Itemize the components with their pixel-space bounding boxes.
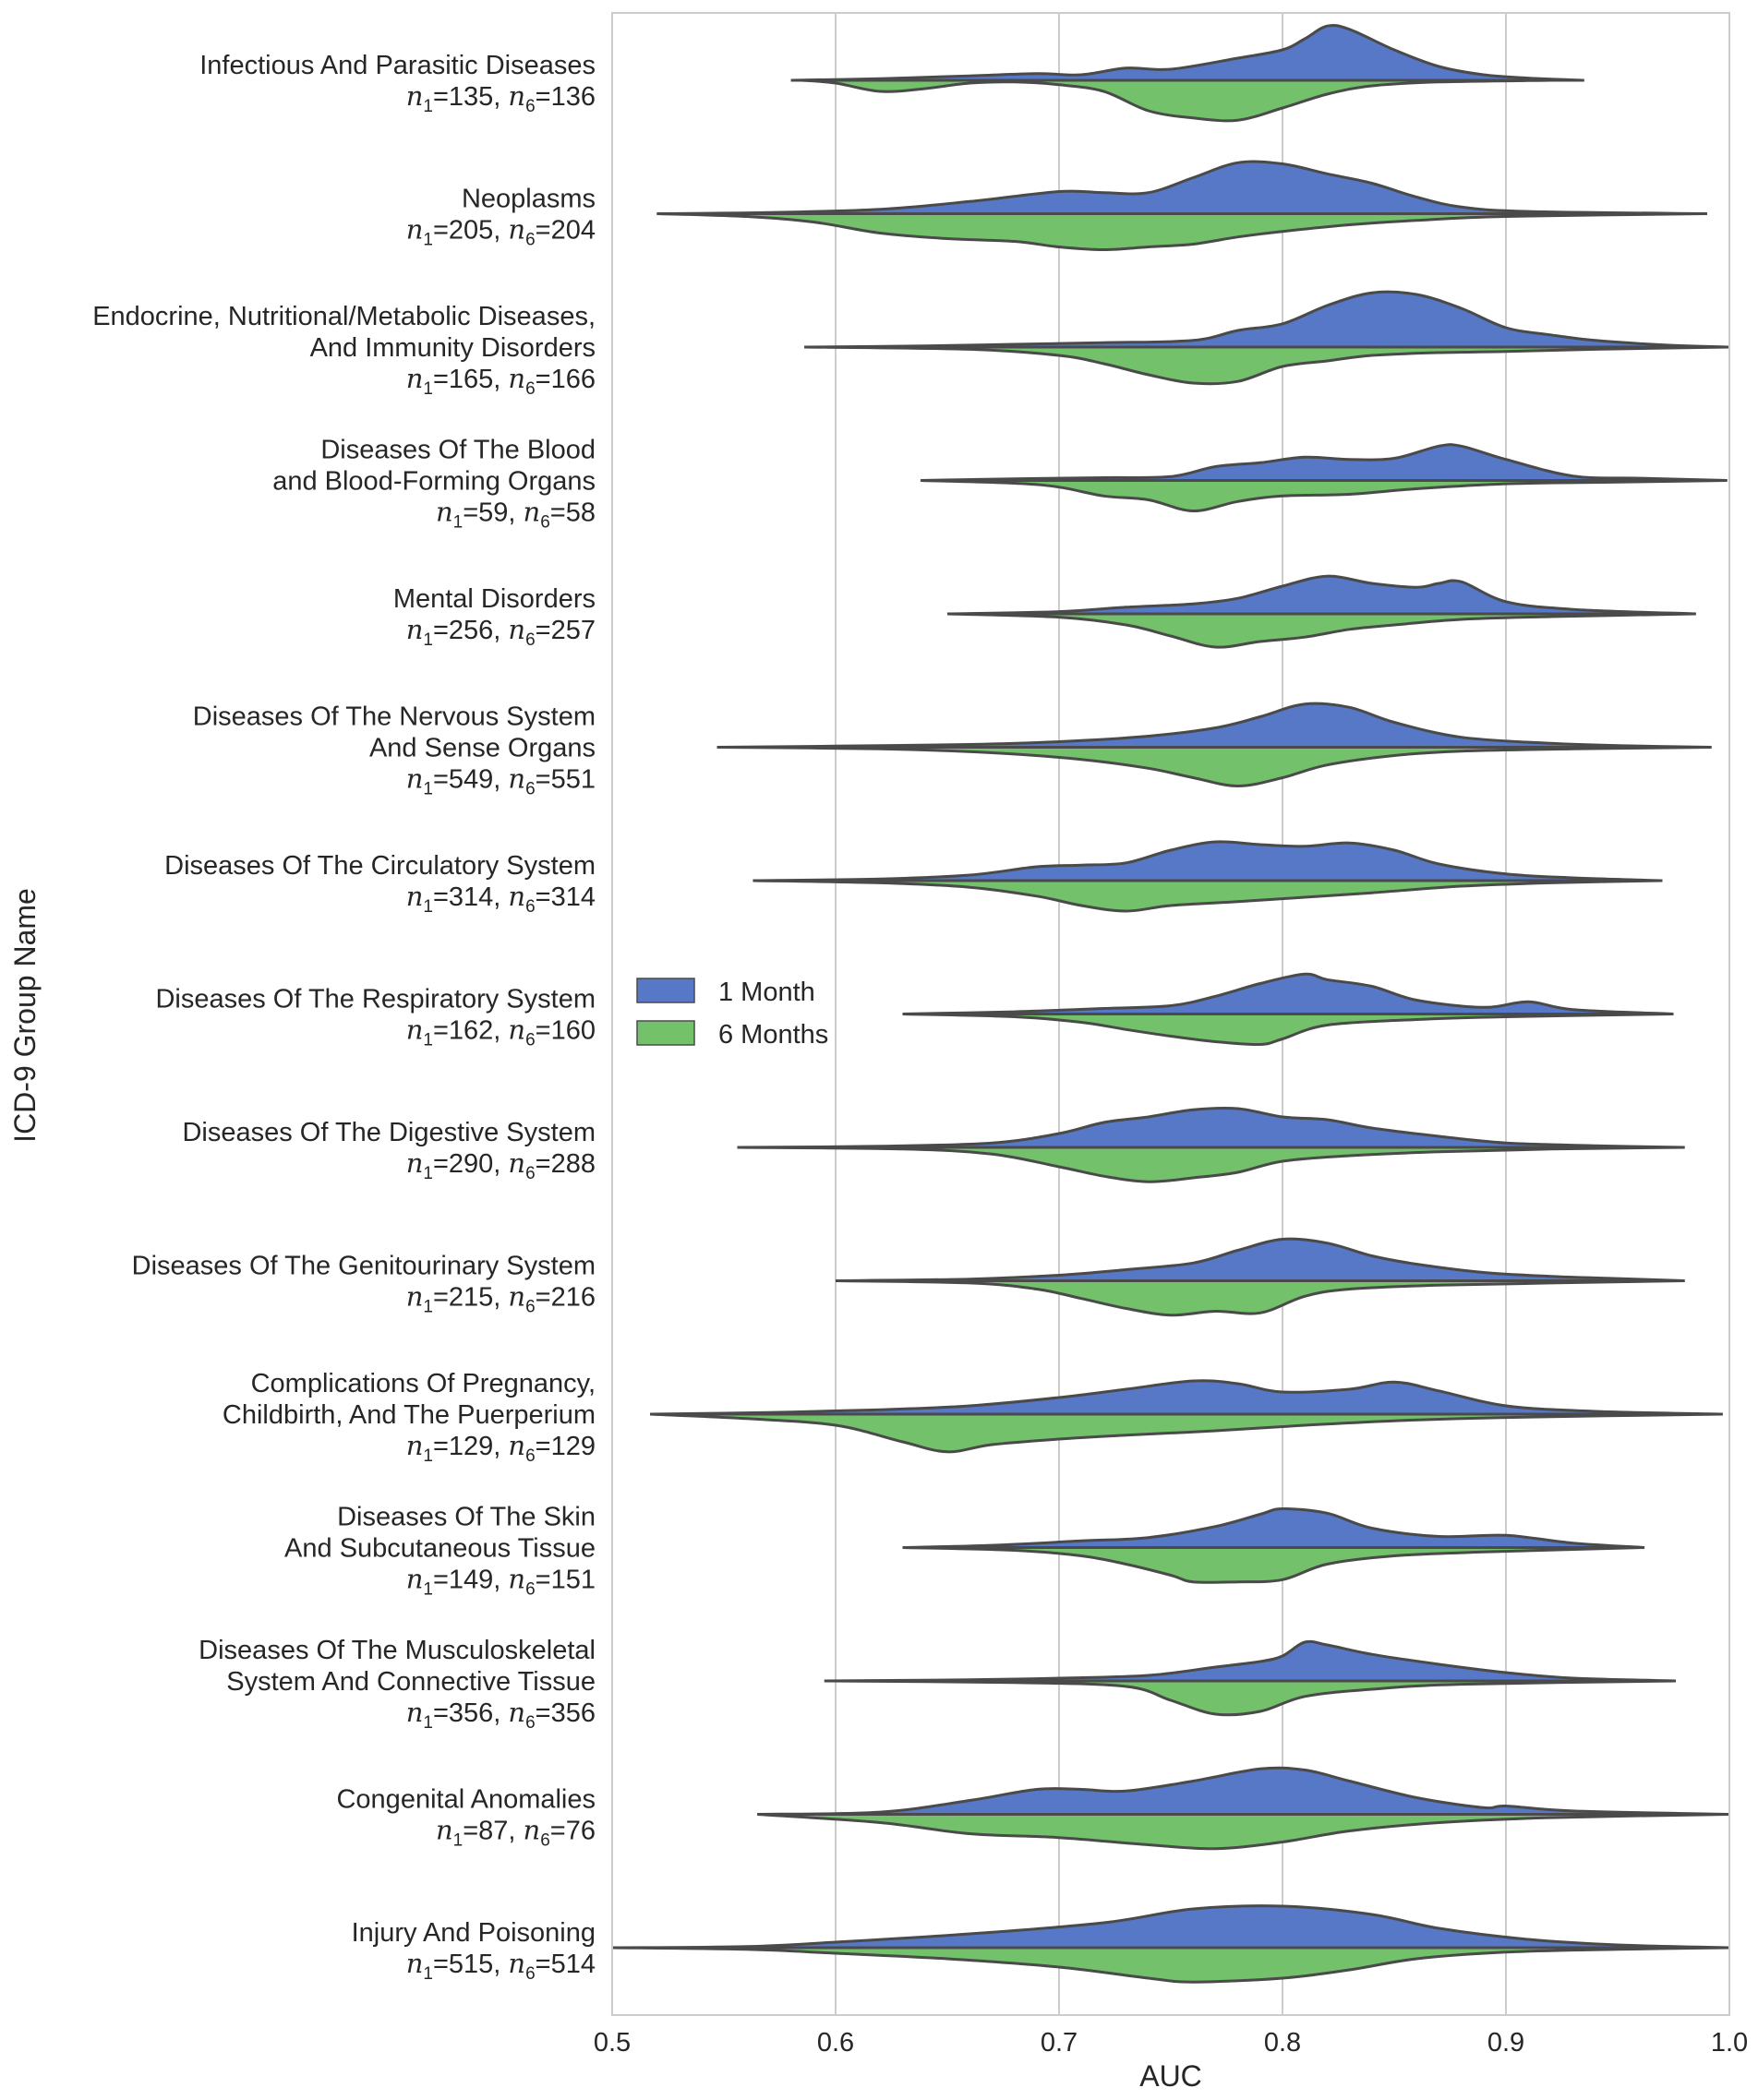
x-tick-label: 0.8 bbox=[1264, 2028, 1301, 2058]
violin-group bbox=[650, 1379, 1723, 1454]
category-name: Diseases Of The Musculoskeletal bbox=[199, 1636, 596, 1665]
violin-6-months bbox=[835, 1279, 1685, 1317]
violin-6-months bbox=[656, 212, 1707, 252]
violin-1-month bbox=[656, 160, 1707, 215]
legend-swatch-1-month bbox=[636, 978, 695, 1003]
sample-size-label: n1=165, n6=166 bbox=[406, 363, 596, 399]
sample-size-label: n1=87, n6=76 bbox=[436, 1815, 596, 1851]
legend-label-6-months: 6 Months bbox=[718, 1020, 828, 1050]
violin-1-month bbox=[753, 840, 1663, 882]
violin-6-months bbox=[824, 1679, 1676, 1717]
category-name: Mental Disorders bbox=[393, 584, 596, 614]
violin-6-months bbox=[920, 479, 1728, 513]
violin-6-months bbox=[737, 1146, 1685, 1183]
category-name: Diseases Of The Blood bbox=[320, 436, 596, 465]
category-name: And Sense Organs bbox=[369, 734, 596, 763]
violin-6-months bbox=[801, 78, 1551, 123]
category-name: Childbirth, And The Puerperium bbox=[223, 1400, 596, 1430]
violin-1-month bbox=[650, 1379, 1723, 1416]
violin-1-month bbox=[757, 1766, 1730, 1816]
plot-frame bbox=[611, 12, 1730, 2016]
violin-group bbox=[656, 160, 1707, 252]
category-name: And Immunity Disorders bbox=[310, 333, 596, 363]
violin-1-month bbox=[804, 290, 1730, 349]
sample-size-label: n1=149, n6=151 bbox=[406, 1564, 596, 1600]
violin-1-month bbox=[824, 1639, 1676, 1683]
violin-group bbox=[790, 23, 1584, 123]
legend: 1 Month 6 Months bbox=[636, 978, 828, 1050]
category-name: Diseases Of The Skin bbox=[337, 1503, 596, 1532]
category-name: Diseases Of The Genitourinary System bbox=[132, 1252, 596, 1281]
sample-size-label: n1=256, n6=257 bbox=[406, 614, 596, 650]
category-name: Infectious And Parasitic Diseases bbox=[199, 51, 596, 80]
sample-size-label: n1=135, n6=136 bbox=[406, 80, 596, 116]
sample-size-label: n1=515, n6=514 bbox=[406, 1948, 596, 1984]
category-name: Diseases Of The Circulatory System bbox=[164, 851, 596, 881]
category-name: And Subcutaneous Tissue bbox=[284, 1534, 596, 1564]
violin-6-months bbox=[902, 1546, 1645, 1584]
violin-1-month bbox=[920, 443, 1728, 482]
category-name: Congenital Anomalies bbox=[336, 1785, 596, 1815]
violin-group bbox=[611, 1904, 1730, 1984]
sample-size-label: n1=549, n6=551 bbox=[406, 763, 596, 799]
sample-size-label: n1=215, n6=216 bbox=[406, 1281, 596, 1317]
x-tick-label: 1.0 bbox=[1711, 2028, 1748, 2058]
x-tick-label: 0.5 bbox=[594, 2028, 631, 2058]
violin-1-month bbox=[902, 972, 1674, 1015]
y-axis-title: ICD-9 Group Name bbox=[8, 888, 42, 1143]
violin-group bbox=[902, 972, 1674, 1047]
category-name: Diseases Of The Respiratory System bbox=[155, 985, 596, 1014]
violin-group bbox=[804, 290, 1730, 386]
category-name: Injury And Poisoning bbox=[352, 1918, 596, 1948]
violin-group bbox=[946, 574, 1696, 649]
violin-6-months bbox=[804, 345, 1730, 386]
violin-6-months bbox=[902, 1013, 1674, 1047]
violin-1-month bbox=[946, 574, 1696, 616]
category-name: System And Connective Tissue bbox=[226, 1667, 596, 1697]
violin-6-months bbox=[946, 612, 1696, 649]
category-name: Diseases Of The Digestive System bbox=[182, 1118, 596, 1147]
category-name: Neoplasms bbox=[462, 185, 596, 214]
violin-group bbox=[716, 702, 1712, 788]
violin-1-month bbox=[716, 702, 1712, 749]
violin-group bbox=[824, 1639, 1676, 1717]
sample-size-label: n1=314, n6=314 bbox=[406, 881, 596, 917]
violin-6-months bbox=[757, 1813, 1730, 1851]
violin-6-months bbox=[716, 746, 1712, 788]
violin-1-month bbox=[737, 1106, 1685, 1149]
category-name: Diseases Of The Nervous System bbox=[193, 702, 596, 732]
legend-swatch-6-months bbox=[636, 1020, 695, 1046]
category-labels: Infectious And Parasitic Diseasesn1=135,… bbox=[92, 51, 596, 1984]
violin-6-months bbox=[753, 879, 1663, 913]
violins bbox=[611, 23, 1730, 1984]
violin-1-month bbox=[611, 1904, 1730, 1950]
legend-label-1-month: 1 Month bbox=[718, 978, 815, 1007]
violin-group bbox=[920, 443, 1728, 513]
x-tick-label: 0.6 bbox=[817, 2028, 854, 2058]
x-tick-label: 0.9 bbox=[1487, 2028, 1524, 2058]
sample-size-label: n1=290, n6=288 bbox=[406, 1147, 596, 1183]
violin-1-month bbox=[902, 1506, 1645, 1549]
sample-size-label: n1=356, n6=356 bbox=[406, 1697, 596, 1733]
sample-size-label: n1=129, n6=129 bbox=[406, 1430, 596, 1466]
violin-group bbox=[737, 1106, 1685, 1183]
category-name: and Blood-Forming Organs bbox=[272, 467, 596, 497]
violin-1-month bbox=[835, 1237, 1685, 1282]
sample-size-label: n1=205, n6=204 bbox=[406, 214, 596, 250]
violin-group bbox=[753, 840, 1663, 913]
x-tick-labels: 0.5 0.6 0.7 0.8 0.9 1.0 bbox=[594, 2028, 1748, 2058]
sample-size-label: n1=59, n6=58 bbox=[436, 497, 596, 533]
x-tick-label: 0.7 bbox=[1041, 2028, 1078, 2058]
category-name: Endocrine, Nutritional/Metabolic Disease… bbox=[92, 302, 596, 331]
violin-6-months bbox=[611, 1946, 1730, 1984]
x-axis-title: AUC bbox=[1139, 2059, 1202, 2093]
violin-group bbox=[757, 1766, 1730, 1851]
violin-1-month bbox=[790, 23, 1584, 82]
violin-group bbox=[902, 1506, 1645, 1584]
violin-group bbox=[835, 1237, 1685, 1317]
violin-6-months bbox=[650, 1412, 1723, 1454]
category-name: Complications Of Pregnancy, bbox=[251, 1369, 596, 1398]
sample-size-label: n1=162, n6=160 bbox=[406, 1014, 596, 1050]
